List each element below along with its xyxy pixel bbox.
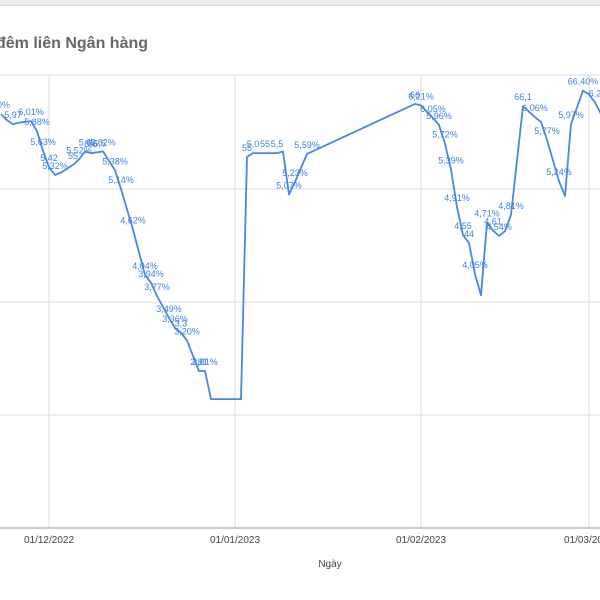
data-label: 3,20%	[174, 327, 200, 337]
x-tick-label: 01/12/2022	[24, 535, 74, 546]
data-label: 5,07%	[276, 180, 302, 190]
data-label: 2,81%	[192, 357, 218, 367]
data-label: 3,94%	[138, 269, 164, 279]
data-label: 5,6	[85, 139, 98, 149]
data-label: 6,06%	[522, 103, 548, 113]
x-axis-label: Ngày	[318, 559, 341, 570]
data-label: 5,62%	[90, 138, 116, 148]
data-label: 4,54%	[486, 222, 512, 232]
data-label: 5,32%	[42, 161, 68, 171]
data-label: 66,40%	[568, 77, 599, 87]
data-label: 5,39%	[438, 156, 464, 166]
data-label: 6,01%	[18, 107, 44, 117]
data-label: 55,5	[88, 138, 106, 148]
data-label: 5,97%	[558, 110, 584, 120]
data-label: 66	[410, 90, 420, 100]
data-label: 2,81	[190, 357, 208, 367]
data-label: 55	[68, 151, 78, 161]
data-label: 5,77%	[534, 126, 560, 136]
data-label: 5,63%	[30, 137, 56, 147]
data-label: 4,91%	[444, 193, 470, 203]
data-label: 5,72%	[432, 130, 458, 140]
chart-title: đêm liên Ngân hàng	[0, 35, 149, 52]
data-label: 5,23%	[282, 168, 308, 178]
data-label: 5,96%	[426, 111, 452, 121]
data-label: 5,88%	[24, 117, 50, 127]
data-label: 5,42	[40, 153, 58, 163]
data-label: 66,1	[514, 92, 532, 102]
data-label: 44	[464, 229, 474, 239]
data-label: 5,0	[247, 139, 260, 149]
data-label: 5,6	[79, 138, 92, 148]
x-tick-label: 01/03/2023	[564, 535, 600, 546]
data-label: 3,49%	[156, 304, 182, 314]
data-label: 4,04%	[132, 261, 158, 271]
data-label: 5,38%	[102, 156, 128, 166]
data-label: 55	[242, 143, 252, 153]
x-tick-label: 01/02/2023	[396, 535, 446, 546]
data-label: 5,97	[4, 110, 22, 120]
data-label: 55	[260, 139, 270, 149]
data-label: 5,52%	[66, 145, 92, 155]
data-label: 5,59%	[294, 140, 320, 150]
data-label: 4,62%	[120, 216, 146, 226]
data-label: 5,5	[271, 139, 284, 149]
data-label: 4,55	[454, 221, 472, 231]
data-label: 3,36%	[162, 314, 188, 324]
data-label: 4,05%	[462, 260, 488, 270]
data-label: 4,61	[484, 216, 502, 226]
data-label: 3,3	[175, 319, 188, 329]
data-label: 4,71%	[474, 209, 500, 219]
data-label: 5,14%	[108, 175, 134, 185]
top-divider	[0, 0, 600, 6]
series-line	[0, 89, 600, 400]
data-label: 6,21%	[408, 91, 434, 101]
x-tick-label: 01/01/2023	[210, 535, 260, 546]
data-label: 4,81%	[498, 201, 524, 211]
data-label: 5,24%	[546, 167, 572, 177]
data-label: 6,2	[589, 88, 600, 98]
data-label: 10%	[0, 100, 10, 110]
data-label: 3,77%	[144, 282, 170, 292]
data-label: 6,05%	[420, 104, 446, 114]
